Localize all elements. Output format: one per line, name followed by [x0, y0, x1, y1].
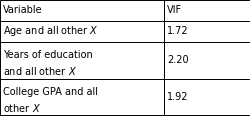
Text: 2.20: 2.20 [167, 55, 188, 65]
Bar [164, 42, 250, 79]
Bar [164, 79, 250, 115]
Bar [0, 42, 164, 79]
Text: and all other $\mathit{X}$: and all other $\mathit{X}$ [3, 65, 76, 77]
Text: 1.72: 1.72 [167, 26, 188, 36]
Text: VIF: VIF [167, 5, 182, 15]
Text: Years of education: Years of education [3, 50, 92, 60]
Bar [0, 79, 164, 115]
Bar [164, 0, 250, 21]
Text: 1.92: 1.92 [167, 92, 188, 102]
Text: Variable: Variable [3, 5, 42, 15]
Text: College GPA and all: College GPA and all [3, 87, 98, 97]
Bar [0, 21, 164, 42]
Text: other $\mathit{X}$: other $\mathit{X}$ [3, 102, 41, 114]
Text: Age and all other $\mathit{X}$: Age and all other $\mathit{X}$ [3, 24, 98, 38]
Bar [164, 21, 250, 42]
Bar [0, 0, 164, 21]
